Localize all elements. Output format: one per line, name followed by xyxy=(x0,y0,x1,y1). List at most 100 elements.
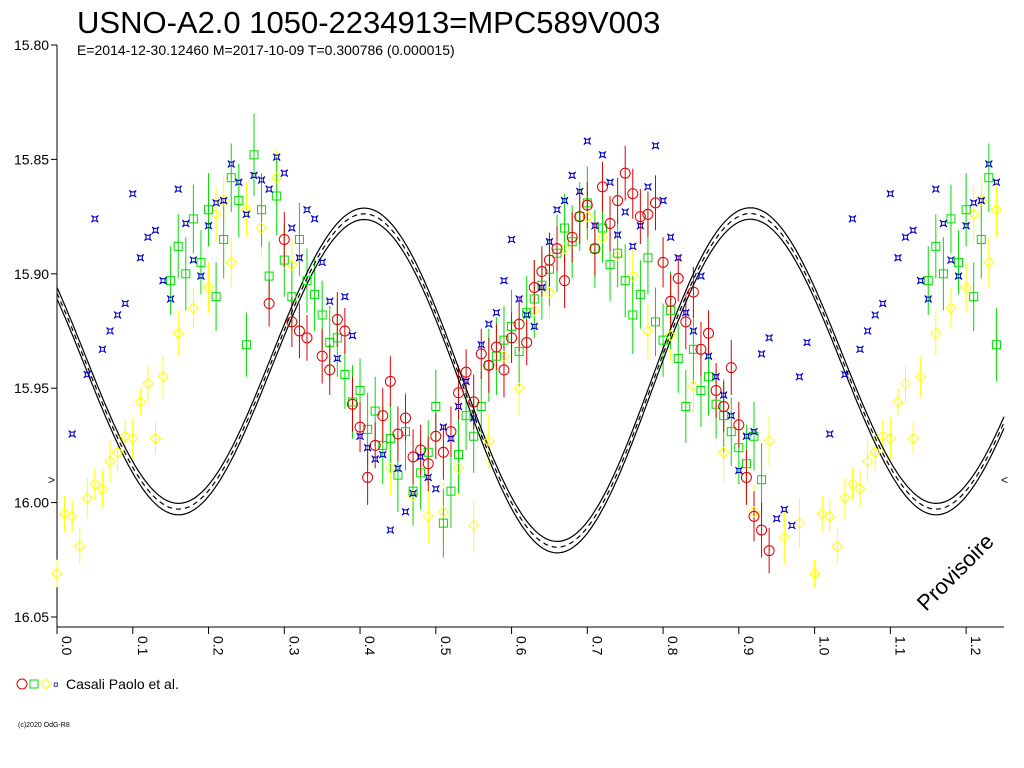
data-point xyxy=(447,434,455,443)
data-point xyxy=(91,215,99,223)
data-point xyxy=(529,294,539,304)
data-point xyxy=(894,253,902,262)
data-point xyxy=(234,178,243,187)
data-point xyxy=(825,430,834,438)
data-point xyxy=(537,283,546,292)
data-point xyxy=(899,377,912,390)
x-tick-label: 0.7 xyxy=(589,636,605,656)
data-point xyxy=(310,215,319,223)
data-point xyxy=(886,189,895,198)
data-point xyxy=(583,137,592,145)
data-point xyxy=(409,489,417,498)
data-point xyxy=(605,260,615,270)
data-point xyxy=(68,430,77,438)
data-point xyxy=(725,362,737,374)
data-point xyxy=(711,399,721,409)
data-point xyxy=(644,182,652,191)
data-point xyxy=(596,231,609,243)
data-point xyxy=(204,221,213,230)
data-point xyxy=(939,219,948,228)
model-band-lower xyxy=(56,218,1005,554)
data-point xyxy=(575,187,584,196)
left-marker: > xyxy=(48,473,55,487)
model-model-center xyxy=(56,212,1005,548)
x-ticks: 0.0 0.1 0.2 0.3 0.4 0.5 0.6 0.7 0.8 0.9 1.0 1.1 1.2 xyxy=(56,627,984,656)
data-point xyxy=(863,327,872,335)
x-tick-label: 0.2 xyxy=(211,636,227,656)
data-point xyxy=(188,214,198,224)
data-point xyxy=(575,212,585,222)
data-point xyxy=(74,540,86,552)
data-point xyxy=(272,153,281,161)
data-point xyxy=(871,311,880,319)
data-point xyxy=(763,435,775,447)
data-point xyxy=(287,224,296,232)
data-point xyxy=(181,269,191,279)
data-point xyxy=(197,272,205,280)
data-point xyxy=(740,471,752,483)
data-point xyxy=(704,372,714,382)
data-point xyxy=(772,514,781,523)
data-point xyxy=(664,329,677,342)
data-point xyxy=(250,171,258,180)
data-point xyxy=(808,567,821,580)
y-ticks: 15.80 15.85 15.90 15.95 16.00 16.05 xyxy=(14,37,57,625)
data-point xyxy=(969,199,978,207)
data-point xyxy=(733,419,745,431)
data-point xyxy=(506,332,518,344)
data-point xyxy=(279,255,289,265)
data-point xyxy=(265,185,273,194)
data-point xyxy=(399,412,411,424)
data-point xyxy=(341,292,349,301)
data-point xyxy=(51,567,63,580)
data-point xyxy=(628,310,638,320)
data-point xyxy=(559,275,571,287)
data-point xyxy=(181,219,190,228)
data-point xyxy=(695,343,707,355)
data-point xyxy=(803,338,811,347)
data-point xyxy=(696,385,706,395)
data-point xyxy=(946,214,956,224)
data-point xyxy=(642,208,654,220)
x-tick-label: 0.0 xyxy=(59,636,75,656)
data-point xyxy=(378,450,387,459)
data-point xyxy=(757,475,767,485)
data-point xyxy=(687,380,700,392)
data-point xyxy=(187,302,200,314)
data-point xyxy=(521,336,533,348)
data-point xyxy=(134,396,147,408)
data-point xyxy=(422,458,434,470)
data-point xyxy=(566,231,578,243)
data-point xyxy=(560,196,569,205)
data-point xyxy=(642,325,654,337)
data-point xyxy=(848,215,857,223)
data-point xyxy=(144,233,152,242)
data-point xyxy=(536,266,548,278)
data-point xyxy=(861,455,874,468)
data-point xyxy=(947,256,955,264)
y-tick-label: 15.90 xyxy=(14,266,49,282)
data-point xyxy=(507,321,517,331)
data-point xyxy=(878,299,887,308)
x-tick-label: 1.1 xyxy=(892,636,908,656)
data-point xyxy=(727,411,736,420)
data-point xyxy=(423,447,433,457)
data-point xyxy=(127,432,139,445)
data-point xyxy=(452,462,465,474)
data-point xyxy=(543,254,555,266)
data-point xyxy=(212,199,220,207)
data-point xyxy=(416,468,426,478)
data-point xyxy=(619,167,631,179)
data-point xyxy=(467,519,480,532)
data-point xyxy=(149,432,162,445)
data-point xyxy=(386,526,395,534)
data-point xyxy=(795,372,804,381)
data-point xyxy=(469,431,479,441)
data-point xyxy=(301,332,313,344)
y-tick-label: 16.00 xyxy=(14,495,49,511)
data-point xyxy=(317,310,327,320)
data-point xyxy=(627,188,639,200)
data-point xyxy=(545,237,554,246)
data-point xyxy=(991,340,1001,350)
data-point xyxy=(430,430,442,442)
